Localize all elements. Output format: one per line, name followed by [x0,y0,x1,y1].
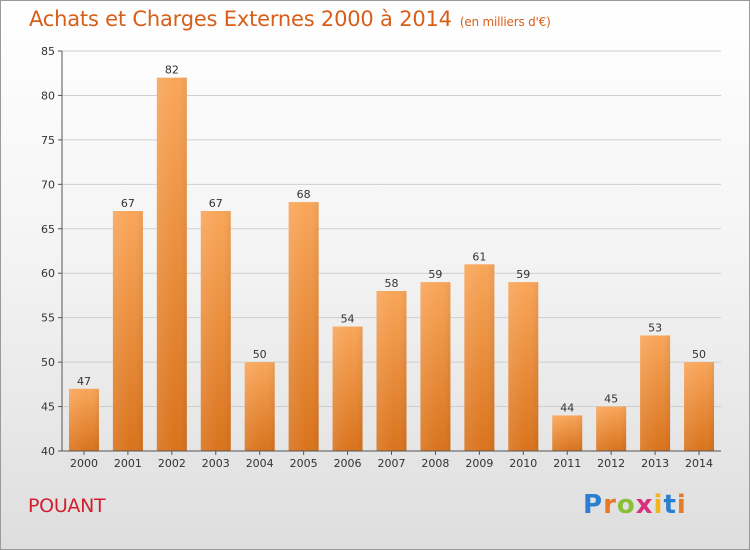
y-tick-label-80: 80 [41,89,55,102]
logo-letter: i [676,490,687,520]
logo-letter: r [603,490,617,520]
value-label-2008: 59 [428,268,442,281]
value-label-2010: 59 [516,268,530,281]
x-tick-label-2014: 2014 [685,457,713,470]
bar-shade-2007 [376,291,407,451]
y-tick-label-85: 85 [41,45,55,58]
value-label-2011: 44 [560,401,574,414]
y-tick-label-60: 60 [41,267,55,280]
bar-shade-2002 [156,77,187,452]
chart-title-text: Achats et Charges Externes 2000 à 2014 [29,7,452,31]
value-label-2006: 54 [341,313,355,326]
y-tick-label-70: 70 [41,178,55,191]
bar-shade-2012 [596,406,627,451]
value-label-2014: 50 [692,348,706,361]
x-tick-label-2005: 2005 [290,457,318,470]
x-tick-label-2002: 2002 [158,457,186,470]
x-tick-label-2010: 2010 [509,457,537,470]
value-label-2002: 82 [165,64,179,77]
y-tick-label-55: 55 [41,312,55,325]
bar-shade-2008 [420,282,451,451]
x-tick-label-2012: 2012 [597,457,625,470]
x-tick-label-2013: 2013 [641,457,669,470]
bar-shade-2000 [68,388,99,451]
value-label-2007: 58 [385,277,399,290]
bar-shade-2005 [288,202,319,451]
y-tick-label-65: 65 [41,223,55,236]
value-label-2001: 67 [121,197,135,210]
y-tick-label-50: 50 [41,356,55,369]
proxiti-logo[interactable]: Proxiti [583,490,687,520]
logo-letter: o [616,490,636,520]
value-label-2012: 45 [604,393,618,406]
x-tick-labels: 2000 2001 2002 2003 2004 2005 2006 2007 2008 2009… [70,457,713,470]
bar-shade-2003 [200,211,231,451]
bar-shade-2013 [640,335,671,451]
bar-shade-2001 [112,211,143,451]
x-tick-label-2003: 2003 [202,457,230,470]
bar-shade-2009 [464,264,495,451]
logo-letter: x [635,490,654,520]
bar-shade-2006 [332,326,363,451]
y-tick-label-40: 40 [41,445,55,458]
bars-group [68,77,715,452]
y-tick-label-75: 75 [41,134,55,147]
chart-unit: (en milliers d'€) [459,15,551,29]
chart-title: Achats et Charges Externes 2000 à 2014 (e… [29,7,551,31]
value-label-2005: 68 [297,188,311,201]
logo-letter: t [663,490,677,520]
x-tick-label-2011: 2011 [553,457,581,470]
logo-letter: i [653,490,664,520]
value-label-2004: 50 [253,348,267,361]
x-tick-label-2001: 2001 [114,457,142,470]
x-tick-label-2000: 2000 [70,457,98,470]
value-label-2013: 53 [648,321,662,334]
logo-letter: P [583,490,604,520]
y-tick-label-45: 45 [41,401,55,414]
y-tick-labels: 40 45 50 55 60 65 70 75 80 85 [41,45,55,458]
x-tick-label-2009: 2009 [465,457,493,470]
axes-group [61,51,721,455]
bar-shade-2004 [244,362,275,451]
value-label-2009: 61 [472,250,486,263]
bar-shade-2011 [552,415,583,451]
x-tick-label-2008: 2008 [421,457,449,470]
value-label-2000: 47 [77,375,91,388]
x-tick-label-2006: 2006 [334,457,362,470]
value-label-2003: 67 [209,197,223,210]
value-labels: 47 67 82 67 50 68 54 58 59 61 59 44 45 53 50 [77,64,706,415]
x-tick-label-2007: 2007 [378,457,406,470]
place-name: POUANT [28,495,106,517]
bar-shade-2010 [508,282,539,451]
bar-shade-2014 [684,362,715,451]
x-tick-label-2004: 2004 [246,457,274,470]
